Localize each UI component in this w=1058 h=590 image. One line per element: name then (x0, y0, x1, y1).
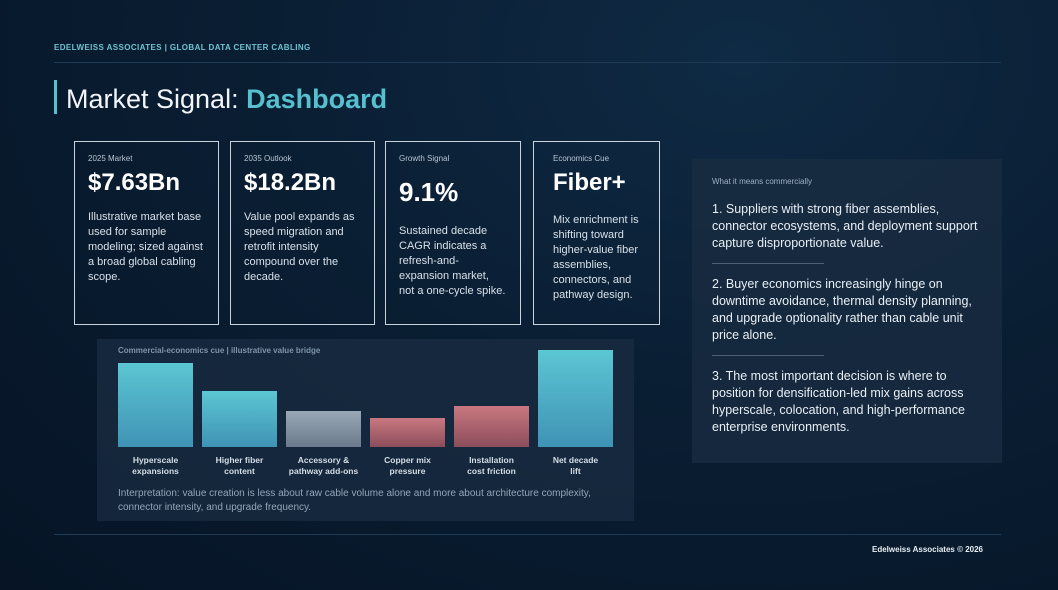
chart-interpretation: Interpretation: value creation is less a… (118, 488, 591, 513)
bridge-category-label: Installation (469, 455, 514, 465)
bridge-category-label: pressure (390, 466, 426, 476)
kpi-label: Economics Cue (553, 154, 610, 163)
kpi-label: 2025 Market (88, 154, 133, 163)
kpi-card-economics-cue: Economics Cue Fiber+ Mix enrichment is s… (533, 141, 660, 325)
kpi-description: Mix enrichment is shifting toward higher… (553, 214, 639, 301)
title-accent-bar (54, 80, 57, 114)
implication-point-2: 2. Buyer economics increasingly hinge on… (712, 277, 972, 342)
panel-label: What it means commercially (712, 177, 813, 186)
commercial-implications-panel: What it means commercially 1. Suppliers … (692, 159, 1002, 463)
header-divider (54, 62, 1001, 63)
point-divider (712, 355, 824, 356)
point-divider (712, 263, 824, 264)
chart-title: Commercial-economics cue | illustrative … (118, 346, 321, 355)
bridge-bar (370, 418, 445, 447)
bridge-bar (454, 406, 529, 447)
kpi-value: $18.2Bn (244, 169, 337, 196)
footer-divider (54, 534, 1001, 535)
page-title: Market Signal: Dashboard (66, 84, 387, 115)
bridge-category-label: Hyperscale (133, 455, 179, 465)
bridge-category-label: Net decade (553, 455, 599, 465)
bridge-bar (202, 391, 277, 447)
footer-copyright: Edelweiss Associates © 2026 (872, 545, 983, 554)
bridge-category-label: cost friction (467, 466, 516, 476)
value-bridge-panel: Commercial-economics cue | illustrative … (97, 339, 634, 521)
bridge-category-label: content (224, 466, 255, 476)
kpi-label: 2035 Outlook (244, 154, 292, 163)
kpi-label: Growth Signal (399, 154, 450, 163)
bridge-category-label: Copper mix (384, 455, 431, 465)
kpi-value: 9.1% (399, 177, 459, 207)
kpi-description: Illustrative market base used for sample… (88, 211, 203, 283)
header-kicker: EDELWEISS ASSOCIATES | GLOBAL DATA CENTE… (54, 43, 311, 52)
kpi-description: Sustained decade CAGR indicates a refres… (399, 225, 506, 297)
bridge-bar (118, 363, 193, 447)
page-title-accent: Dashboard (246, 84, 388, 114)
bridge-category-label: expansions (132, 466, 179, 476)
bridge-bar (286, 411, 361, 447)
kpi-value: Fiber+ (553, 169, 626, 196)
bridge-category-label: Higher fiber (216, 455, 264, 465)
bridge-bar (538, 350, 613, 447)
kpi-card-2025-market: 2025 Market $7.63Bn Illustrative market … (74, 141, 219, 325)
bridge-category-label: pathway add-ons (289, 466, 359, 476)
bridge-category-label: Accessory & (298, 455, 350, 465)
implication-point-1: 1. Suppliers with strong fiber assemblie… (712, 202, 978, 250)
page-title-prefix: Market Signal: (66, 84, 247, 114)
kpi-card-2035-outlook: 2035 Outlook $18.2Bn Value pool expands … (230, 141, 375, 325)
bridge-category-label: lift (570, 466, 581, 476)
kpi-value: $7.63Bn (88, 169, 181, 196)
implication-point-3: 3. The most important decision is where … (712, 369, 965, 434)
kpi-card-growth-signal: Growth Signal 9.1% Sustained decade CAGR… (385, 141, 521, 325)
kpi-description: Value pool expands as speed migration an… (244, 211, 355, 283)
